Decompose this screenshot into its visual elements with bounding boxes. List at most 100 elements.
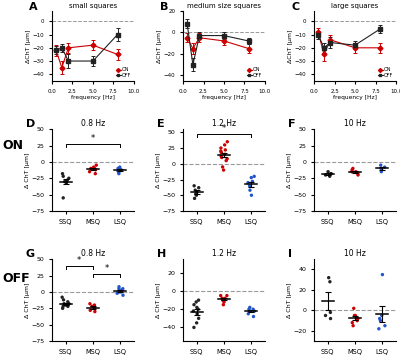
Point — [60, 195, 66, 201]
Text: G: G — [26, 250, 35, 260]
Point — [66, 176, 72, 181]
X-axis label: frequency [Hz]: frequency [Hz] — [71, 95, 115, 100]
Y-axis label: Δ ChT [μm]: Δ ChT [μm] — [25, 283, 30, 318]
Legend: ON, OFF: ON, OFF — [116, 67, 132, 79]
Point — [248, 175, 254, 181]
Point — [87, 307, 94, 313]
Legend: ON, OFF: ON, OFF — [246, 67, 262, 79]
Y-axis label: Δ ChT [μm]: Δ ChT [μm] — [287, 152, 292, 188]
Point — [191, 325, 197, 330]
Point — [247, 187, 253, 193]
Point — [118, 167, 124, 173]
Point — [378, 169, 384, 174]
Point — [218, 293, 224, 298]
Point — [192, 187, 198, 193]
Point — [196, 185, 202, 191]
Text: F: F — [288, 119, 295, 129]
Point — [250, 306, 256, 312]
Point — [59, 294, 65, 300]
Point — [355, 316, 361, 321]
Text: *: * — [222, 124, 226, 134]
Point — [91, 165, 98, 171]
Point — [218, 153, 224, 159]
Point — [218, 145, 224, 151]
Point — [89, 303, 95, 309]
Point — [326, 275, 332, 280]
Point — [118, 289, 124, 295]
Point — [86, 169, 93, 174]
Point — [354, 318, 360, 323]
Point — [116, 171, 122, 177]
Point — [245, 311, 252, 317]
Y-axis label: Δ ChT [μm]: Δ ChT [μm] — [287, 283, 292, 318]
Point — [92, 309, 98, 314]
Point — [349, 169, 355, 174]
Point — [90, 164, 97, 170]
Title: medium size squares: medium size squares — [187, 3, 261, 9]
X-axis label: frequency [Hz]: frequency [Hz] — [333, 95, 377, 100]
Point — [218, 150, 224, 155]
Point — [246, 306, 252, 312]
Point — [116, 289, 122, 295]
Point — [350, 165, 356, 171]
Text: *: * — [104, 264, 109, 273]
Title: 1.2 Hz: 1.2 Hz — [212, 120, 236, 129]
Text: H: H — [157, 250, 166, 260]
Point — [355, 172, 361, 178]
Y-axis label: Δ ChT [μm]: Δ ChT [μm] — [156, 283, 161, 318]
Text: ON: ON — [2, 139, 23, 152]
Point — [322, 313, 329, 318]
Point — [222, 295, 228, 301]
Point — [115, 165, 121, 171]
Point — [87, 301, 93, 307]
Text: D: D — [26, 119, 35, 129]
Point — [65, 303, 71, 309]
Text: C: C — [291, 3, 299, 12]
Point — [352, 169, 359, 174]
Point — [379, 272, 386, 278]
Point — [115, 168, 121, 174]
Title: 0.8 Hz: 0.8 Hz — [81, 250, 105, 258]
Point — [220, 167, 227, 173]
Text: A: A — [29, 3, 38, 12]
Point — [378, 165, 384, 171]
Point — [249, 178, 256, 184]
Point — [224, 156, 230, 162]
Legend: ON, OFF: ON, OFF — [378, 67, 394, 79]
Point — [325, 169, 331, 174]
Point — [382, 323, 388, 328]
Text: *: * — [91, 134, 95, 143]
Point — [116, 286, 122, 292]
Point — [196, 316, 202, 321]
Point — [194, 189, 200, 195]
Point — [350, 306, 357, 311]
X-axis label: frequency [Hz]: frequency [Hz] — [202, 95, 246, 100]
Point — [322, 172, 329, 178]
Point — [195, 297, 202, 303]
Text: OFF: OFF — [2, 272, 30, 285]
Point — [93, 162, 100, 168]
Title: large squares: large squares — [332, 3, 379, 9]
Point — [219, 295, 226, 301]
Y-axis label: ΔChT [μm]: ΔChT [μm] — [288, 29, 294, 62]
Point — [250, 314, 257, 320]
Point — [60, 173, 66, 179]
Point — [326, 173, 333, 179]
Point — [191, 196, 198, 201]
Point — [62, 179, 68, 185]
Point — [195, 306, 202, 312]
Point — [222, 151, 228, 157]
Y-axis label: Δ ChT [μm]: Δ ChT [μm] — [25, 152, 30, 188]
Point — [220, 302, 226, 308]
Point — [117, 167, 124, 173]
Point — [194, 311, 200, 317]
Point — [220, 164, 226, 170]
Point — [349, 167, 355, 173]
Point — [119, 287, 125, 293]
Title: 0.8 Hz: 0.8 Hz — [81, 120, 105, 129]
Point — [378, 162, 384, 168]
Point — [116, 284, 122, 290]
Point — [191, 302, 197, 308]
Point — [60, 297, 67, 303]
Point — [352, 313, 358, 318]
